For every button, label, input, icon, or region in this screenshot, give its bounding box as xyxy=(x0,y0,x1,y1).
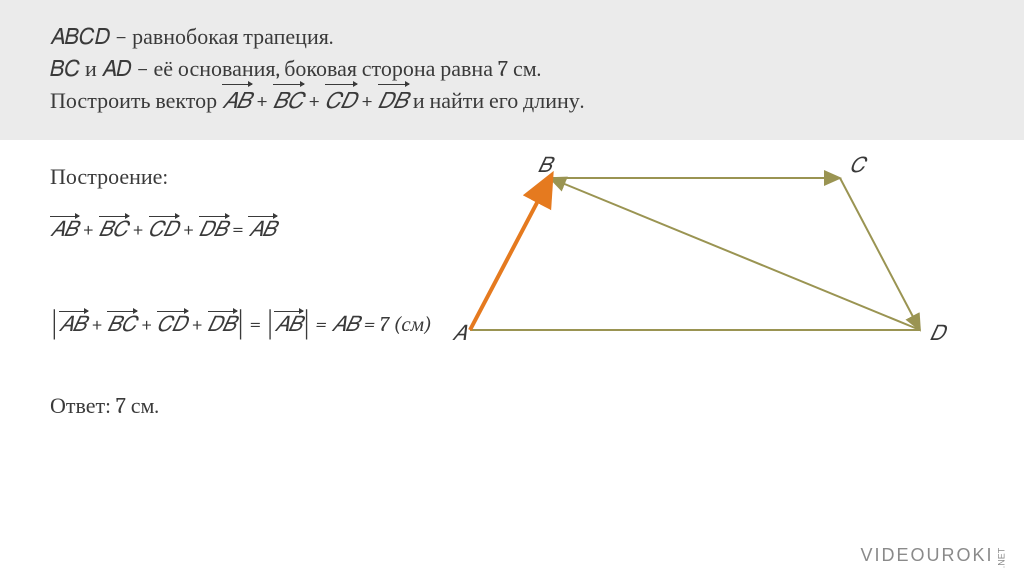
vector-result: 𝐴𝐵 xyxy=(274,313,302,337)
vector-line-AB xyxy=(470,178,550,330)
vector-DB: 𝐷𝐵 xyxy=(199,218,228,242)
text-suffix: и найти его длину. xyxy=(413,88,584,114)
vector-line-DB xyxy=(550,178,920,330)
watermark-net: .NET xyxy=(997,548,1007,569)
bar-icon: | xyxy=(267,305,274,343)
vector-BC: 𝐵𝐶 xyxy=(273,86,303,118)
vector-AB: 𝐴𝐵 xyxy=(222,86,251,118)
watermark-text: VIDEOUROKI xyxy=(860,545,993,565)
watermark: VIDEOUROKI .NET xyxy=(860,545,1012,566)
vertex-B: 𝐵 xyxy=(538,154,552,178)
vector-BC: 𝐵𝐶 xyxy=(99,218,128,242)
vector-AB: 𝐴𝐵 xyxy=(59,313,87,337)
vector-BC: 𝐵𝐶 xyxy=(107,313,136,337)
vector-DB: 𝐷𝐵 xyxy=(208,313,237,337)
bar-icon: | xyxy=(51,305,58,343)
magnitude-value: = 𝐴𝐵 = 7 (см) xyxy=(311,313,432,337)
problem-line-1: 𝐴𝐵𝐶𝐷 − равнобокая трапеция. xyxy=(50,22,974,54)
vector-DB: 𝐷𝐵 xyxy=(378,86,408,118)
problem-line-2: 𝐵𝐶 и 𝐴𝐷 − её основания, боковая сторона … xyxy=(50,54,974,86)
answer: Ответ: 7 см. xyxy=(50,393,974,419)
problem-statement: 𝐴𝐵𝐶𝐷 − равнобокая трапеция. 𝐵𝐶 и 𝐴𝐷 − её… xyxy=(0,0,1024,140)
vector-result: 𝐴𝐵 xyxy=(248,218,276,242)
problem-line-3: Построить вектор 𝐴𝐵 + 𝐵𝐶 + 𝐶𝐷 + 𝐷𝐵 и най… xyxy=(50,86,974,118)
trapezoid-diagram: 𝐵 𝐶 𝐴 𝐷 xyxy=(440,160,960,360)
vector-CD: 𝐶𝐷 xyxy=(325,86,356,118)
vertex-D: 𝐷 xyxy=(930,322,945,346)
text: 𝐴𝐵𝐶𝐷 − равнобокая трапеция. xyxy=(50,24,333,50)
bar-icon: | xyxy=(237,305,244,343)
vector-CD: 𝐶𝐷 xyxy=(149,218,179,242)
vertex-C: 𝐶 xyxy=(850,154,865,178)
text-prefix: Построить вектор xyxy=(50,88,222,114)
vector-CD: 𝐶𝐷 xyxy=(157,313,187,337)
bar-icon: | xyxy=(303,305,310,343)
vertex-A: 𝐴 xyxy=(452,322,466,346)
vector-line-CD xyxy=(840,178,920,330)
diagram-svg xyxy=(440,160,960,360)
vector-AB: 𝐴𝐵 xyxy=(50,218,78,242)
